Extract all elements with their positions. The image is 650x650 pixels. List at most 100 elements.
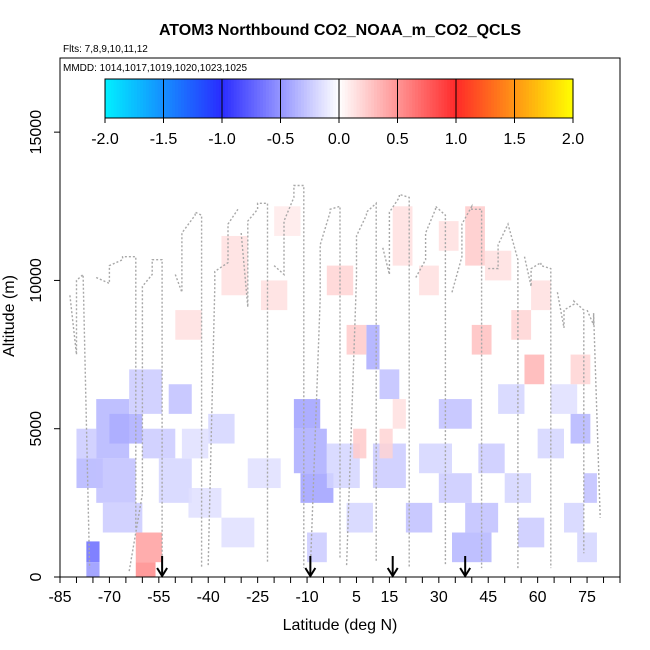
flight-track (556, 292, 585, 554)
x-tick-label: 45 (479, 589, 497, 606)
colorbar-tick-label: -2.0 (91, 131, 119, 148)
colorbar-tick-label: 0.0 (328, 131, 350, 148)
colorbar-segment (552, 79, 557, 118)
colorbar-segment (409, 79, 413, 118)
colorbar-segment (303, 79, 308, 118)
colorbar-segment (289, 79, 293, 118)
colorbar-tick-label: 1.5 (503, 131, 525, 148)
y-tick-label: 5000 (28, 411, 45, 447)
profile-arrow-head (304, 567, 317, 578)
colorbar-segment (321, 79, 325, 118)
heatmap-cell (221, 517, 255, 548)
colorbar-segment (523, 79, 527, 118)
colorbar-segment (198, 79, 203, 118)
colorbar-segment (315, 79, 320, 118)
colorbar-segment (564, 79, 568, 118)
colorbar-segment (520, 79, 524, 118)
flight-track (69, 272, 91, 569)
axes: -85 -70 -55 -40 -25 -10 5 15 30 45 60 75 0 5000 10000 1… (28, 57, 621, 606)
colorbar-segment (227, 79, 232, 118)
colorbar-segment (464, 79, 469, 118)
heatmap-cell (498, 384, 525, 414)
profile-arrow-head (459, 567, 472, 578)
y-tick-label: 10000 (28, 258, 45, 303)
colorbar-segment (306, 79, 311, 118)
colorbar-segment (186, 79, 191, 118)
heatmap-cell (142, 428, 176, 459)
colorbar-segment (336, 79, 340, 118)
heatmap-cell (379, 428, 393, 459)
x-axis-label: Latitude (deg N) (283, 617, 398, 634)
heatmap-cell (135, 532, 163, 563)
colorbar-segment (181, 79, 185, 118)
heatmap-cell (168, 384, 192, 414)
heatmap-cell (86, 541, 100, 563)
colorbar-segment (505, 79, 510, 118)
colorbar-segment (107, 79, 112, 118)
x-tick-label: -25 (246, 589, 269, 606)
heatmap-cell (366, 324, 380, 370)
colorbar-segment (248, 79, 252, 118)
colorbar-segment (309, 79, 314, 118)
colorbar-segment (230, 79, 235, 118)
colorbar-segment (341, 79, 346, 118)
colorbar-segment (327, 79, 331, 118)
heatmap-cell (570, 354, 591, 385)
heatmap-cell (438, 473, 472, 503)
colorbar-segment (549, 79, 554, 118)
colorbar-segment (382, 79, 387, 118)
flight-tracks (69, 184, 601, 572)
heatmap-cell (76, 428, 97, 459)
colorbar-segment (415, 79, 419, 118)
colorbar-segment (239, 79, 244, 118)
x-tick-label: 15 (381, 589, 399, 606)
heatmap-cells (69, 206, 597, 577)
flight-track (415, 204, 447, 566)
colorbar-segment (286, 79, 290, 118)
colorbar-segment (300, 79, 305, 118)
x-tick-label: 5 (352, 589, 361, 606)
colorbar-segment (295, 79, 299, 118)
colorbar-segment (394, 79, 399, 118)
colorbar-segment (172, 79, 176, 118)
colorbar-segment (371, 79, 375, 118)
colorbar-segment (423, 79, 428, 118)
x-tick-label: 75 (578, 589, 596, 606)
colorbar-segment (204, 79, 208, 118)
colorbar-segment (148, 79, 153, 118)
colorbar-segment (537, 79, 542, 118)
colorbar-segment (499, 79, 504, 118)
heatmap-cell (452, 532, 492, 563)
colorbar-segment (207, 79, 211, 118)
colorbar-segment (330, 79, 334, 118)
heatmap-cell (438, 399, 472, 429)
colorbar-segment (145, 79, 150, 118)
colorbar-segment (570, 79, 574, 118)
colorbar-segment (461, 79, 466, 118)
colorbar-segment (412, 79, 416, 118)
colorbar-segment (268, 79, 273, 118)
colorbar-segment (453, 79, 457, 118)
colorbar-segment (567, 79, 571, 118)
heatmap-cell (158, 458, 192, 503)
colorbar-segment (403, 79, 407, 118)
colorbar-segment (473, 79, 478, 118)
colorbar-segment (125, 79, 129, 118)
colorbar-segment (192, 79, 197, 118)
colorbar-segment (143, 79, 147, 118)
colorbar-segment (374, 79, 378, 118)
colorbar-segment (526, 79, 530, 118)
flight-track (382, 193, 410, 569)
heatmap-cell (478, 443, 505, 474)
colorbar: -2.0 -1.5 -1.0 -0.5 0.0 0.5 1.0 1.5 2.0 (91, 78, 584, 148)
colorbar-segment (277, 79, 282, 118)
heatmap-cell (353, 428, 367, 459)
heatmap-cell (564, 502, 584, 533)
colorbar-segment (242, 79, 246, 118)
colorbar-segment (119, 79, 124, 118)
heatmap-cell (293, 428, 327, 474)
colorbar-segment (178, 79, 182, 118)
colorbar-segment (429, 79, 434, 118)
heatmap-cell (465, 206, 485, 266)
colorbar-segment (379, 79, 384, 118)
